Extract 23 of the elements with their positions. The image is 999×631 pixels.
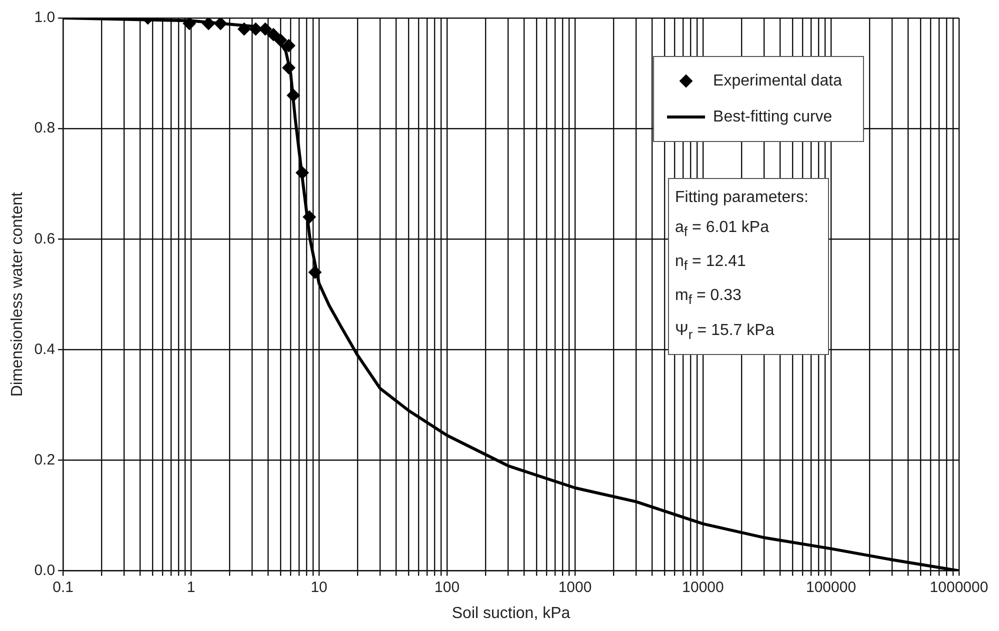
- annotation: Fitting parameters:: [675, 188, 808, 208]
- legend-label: Experimental data: [713, 72, 842, 90]
- x-tick-label: 10000: [682, 578, 724, 596]
- x-tick-label: 100: [434, 578, 460, 596]
- annotation: a$_{f}$ = 6.01 kPa: [675, 218, 770, 242]
- annotation: m$_{f}$ = 0.33: [675, 286, 742, 310]
- y-tick-label: 0.2: [34, 451, 56, 468]
- x-tick-label: 1000: [558, 578, 592, 596]
- y-axis-title: Dimensionless water content: [9, 192, 26, 397]
- x-tick-label: 1: [186, 578, 196, 596]
- x-tick-label: 1000000: [930, 578, 988, 596]
- x-tick-label: 100000: [806, 578, 856, 596]
- y-tick-label: 0.6: [34, 230, 56, 248]
- x-axis-title: Soil suction, kPa: [452, 604, 570, 622]
- x-tick-label: 10: [310, 578, 328, 596]
- y-tick-label: 1.0: [34, 9, 56, 26]
- y-tick-label: 0.8: [34, 120, 56, 137]
- annotation: Ψ$_{r}$ = 15.7 kPa: [675, 320, 776, 344]
- legend-label: Best-fitting curve: [713, 108, 832, 126]
- x-tick-label: 0.1: [52, 578, 74, 596]
- y-tick-label: 0.4: [34, 340, 56, 358]
- annotation: n$_{f}$ = 12.41: [675, 252, 747, 276]
- y-tick-label: 0.0: [34, 562, 56, 579]
